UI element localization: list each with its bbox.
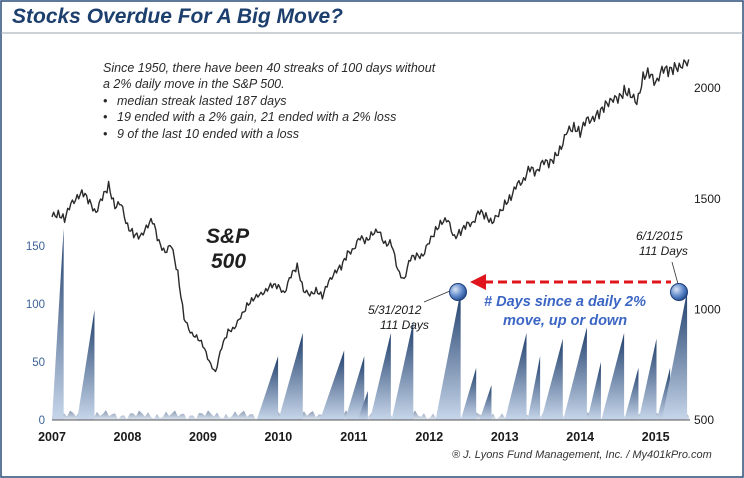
streak-peak-7 [357,390,368,420]
chart-title: Stocks Overdue For A Big Move? [12,5,343,28]
x-tick-2012: 2012 [415,430,443,444]
bullet-3-marker: • [103,127,107,141]
streak-peak-16 [563,327,587,420]
streak-peak-19 [624,367,639,420]
streak-peak-15 [541,338,563,420]
callout-b-leader [671,261,679,285]
notes-intro-line1: Since 1950, there have been 40 streaks o… [103,61,436,75]
streak-peak-18 [601,332,625,420]
x-tick-2009: 2009 [189,430,217,444]
streak-peak-9 [391,321,414,420]
streak-peak-17 [587,361,601,420]
streak-annotation-line1: # Days since a daily 2% [484,294,646,310]
right-axis-ticks: 500 1000 1500 2000 [694,81,721,427]
streak-peak-22 [661,291,688,420]
x-tick-2011: 2011 [340,430,367,444]
bullet-3: 9 of the last 10 ended with a loss [117,127,299,141]
callout-b-days: 111 Days [639,244,688,258]
streak-peak-1 [52,228,64,420]
streak-noise [52,410,690,420]
callout-a-leader [423,290,451,303]
streak-peak-20 [638,338,657,420]
bullet-1-marker: • [103,94,107,108]
streak-area [52,228,690,420]
streak-peak-13 [504,332,527,420]
callout-a-date: 5/31/2012 [368,303,422,317]
peak-marker-2012 [449,283,467,301]
sp500-label-line1: S&P [206,225,250,248]
streak-peak-4 [278,332,303,420]
left-tick-0: 0 [39,415,45,427]
right-tick-1500: 1500 [694,192,721,206]
right-tick-2000: 2000 [694,81,721,95]
x-tick-2015: 2015 [642,430,670,444]
left-tick-150: 150 [26,241,45,253]
left-axis-ticks: 0 50 100 150 [26,241,45,427]
peak-marker-2015 [670,283,688,301]
x-tick-2010: 2010 [264,430,292,444]
x-axis-ticks: 2007 2008 2009 2010 2011 2012 2013 2014 2015 [38,430,670,444]
streak-annotation-line2: move, up or down [503,313,627,329]
callout-b-date: 6/1/2015 [636,229,683,243]
bullet-1: median streak lasted 187 days [117,94,287,108]
streak-peak-12 [479,385,492,420]
bullet-2-marker: • [103,110,107,124]
sp500-line [51,59,690,373]
streak-peak-2 [77,309,95,420]
source-credit: ® J. Lyons Fund Management, Inc. / My401… [452,449,712,461]
streak-peak-11 [460,367,477,420]
notes-intro-line2: a 2% daily move in the S&P 500. [103,77,285,91]
left-tick-50: 50 [32,357,45,369]
streak-peak-10 [435,291,461,420]
left-tick-100: 100 [26,299,45,311]
arrowhead-icon [470,274,486,290]
notes-block: Since 1950, there have been 40 streaks o… [103,61,436,141]
x-tick-2008: 2008 [114,430,142,444]
streak-peak-3 [256,356,279,420]
streak-peak-5 [320,350,345,420]
x-tick-2013: 2013 [491,430,519,444]
streak-peak-8 [369,332,391,420]
right-tick-1000: 1000 [694,302,721,316]
x-tick-2014: 2014 [566,430,594,444]
x-tick-2007: 2007 [38,430,66,444]
bullet-2: 19 ended with a 2% gain, 21 ended with a… [117,110,396,124]
streak-peak-14 [527,356,541,420]
streak-peak-6 [344,356,365,420]
sp500-label-line2: 500 [211,250,246,273]
right-tick-500: 500 [694,413,714,427]
callout-a-days: 111 Days [380,318,429,332]
